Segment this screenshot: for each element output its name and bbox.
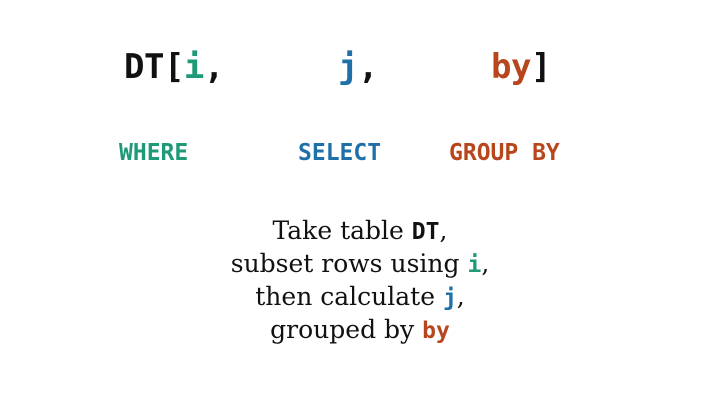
syntax-comma-i: , — [203, 47, 224, 87]
syntax-dt-i: DT[i, — [124, 44, 224, 90]
explanation-code-j: j — [442, 285, 457, 311]
syntax-j-group: j, — [338, 44, 378, 90]
explanation-line-1: Take table DT, — [0, 215, 720, 248]
syntax-comma-j: , — [357, 47, 378, 87]
explanation-text: grouped by — [270, 315, 423, 344]
syntax-j: j — [338, 47, 358, 87]
explanation-text: , — [456, 282, 465, 311]
explanation-line-4: grouped by by — [0, 314, 720, 347]
explanation-line-3: then calculate j, — [0, 281, 720, 314]
explanation-code-i: i — [467, 252, 482, 278]
sql-group-by-label: GROUP BY — [449, 140, 560, 166]
explanation-text: then calculate — [255, 282, 443, 311]
explanation-text: subset rows using — [230, 249, 468, 278]
explanation-code-dt: DT — [411, 219, 440, 245]
syntax-dt-open: DT[ — [124, 47, 184, 87]
syntax-i: i — [183, 47, 204, 87]
explanation: Take table DT, subset rows using i, then… — [0, 215, 720, 347]
explanation-text: Take table — [272, 216, 412, 245]
syntax-by-group: by] — [491, 44, 551, 90]
sql-where-label: WHERE — [119, 140, 189, 166]
explanation-line-2: subset rows using i, — [0, 248, 720, 281]
sql-select-label: SELECT — [298, 140, 382, 166]
explanation-text: , — [439, 216, 448, 245]
syntax-close: ] — [530, 47, 551, 87]
explanation-code-by: by — [422, 318, 450, 344]
syntax-by: by — [491, 47, 531, 87]
explanation-text: , — [481, 249, 490, 278]
